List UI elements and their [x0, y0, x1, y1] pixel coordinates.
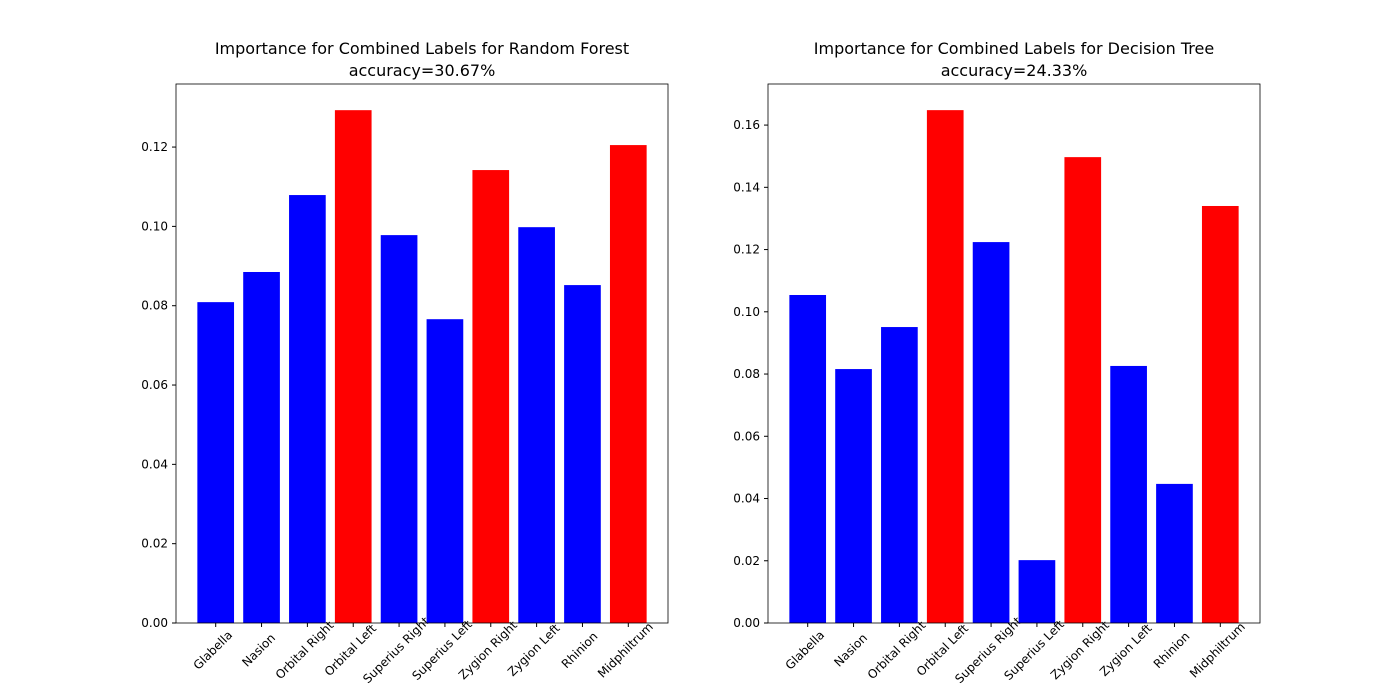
bar [334, 110, 372, 624]
y-tick-label: 0.12 [733, 243, 760, 257]
x-tick-label: Glabella [783, 628, 828, 673]
bar [881, 327, 918, 623]
bar [1110, 365, 1147, 623]
chart-title: Importance for Combined Labels for Decis… [814, 39, 1214, 58]
y-tick-label: 0.02 [141, 537, 168, 551]
bar [380, 235, 418, 623]
bar [972, 242, 1010, 623]
x-tick-label: Glabella [191, 628, 236, 673]
y-tick-label: 0.12 [141, 140, 168, 154]
bar [243, 271, 280, 623]
y-tick-label: 0.06 [141, 378, 168, 392]
bar [426, 319, 464, 623]
bar [926, 110, 964, 624]
bar [197, 302, 235, 623]
bar [1064, 157, 1102, 624]
y-tick-label: 0.04 [141, 457, 168, 471]
bar [1201, 205, 1239, 623]
bar [609, 145, 647, 623]
y-tick-label: 0.04 [733, 492, 760, 506]
y-tick-label: 0.06 [733, 429, 760, 443]
y-tick-label: 0.08 [141, 299, 168, 313]
x-tick-label: Midphiltrum [595, 620, 656, 681]
x-tick-label: Rhinion [1151, 629, 1193, 671]
bar [518, 227, 555, 623]
y-tick-label: 0.00 [141, 616, 168, 630]
y-tick-label: 0.16 [733, 118, 760, 132]
bar [1018, 560, 1056, 623]
x-tick-label: Nasion [239, 631, 278, 670]
y-tick-label: 0.10 [141, 219, 168, 233]
bar [289, 195, 326, 623]
y-tick-label: 0.00 [733, 616, 760, 630]
chart-subtitle: accuracy=24.33% [941, 61, 1088, 80]
bar [564, 285, 601, 623]
y-tick-label: 0.14 [733, 180, 760, 194]
y-tick-label: 0.10 [733, 305, 760, 319]
x-tick-label: Rhinion [559, 629, 601, 671]
bar [472, 170, 510, 623]
bar [835, 369, 872, 623]
chart-title: Importance for Combined Labels for Rando… [215, 39, 629, 58]
x-tick-label: Nasion [831, 631, 870, 670]
x-tick-label: Midphiltrum [1187, 620, 1248, 681]
y-tick-label: 0.08 [733, 367, 760, 381]
plot-frame [767, 83, 1261, 624]
bar [1156, 483, 1193, 623]
y-tick-label: 0.02 [733, 554, 760, 568]
bar [789, 294, 827, 623]
plot-frame [175, 83, 669, 624]
chart-subtitle: accuracy=30.67% [349, 61, 496, 80]
